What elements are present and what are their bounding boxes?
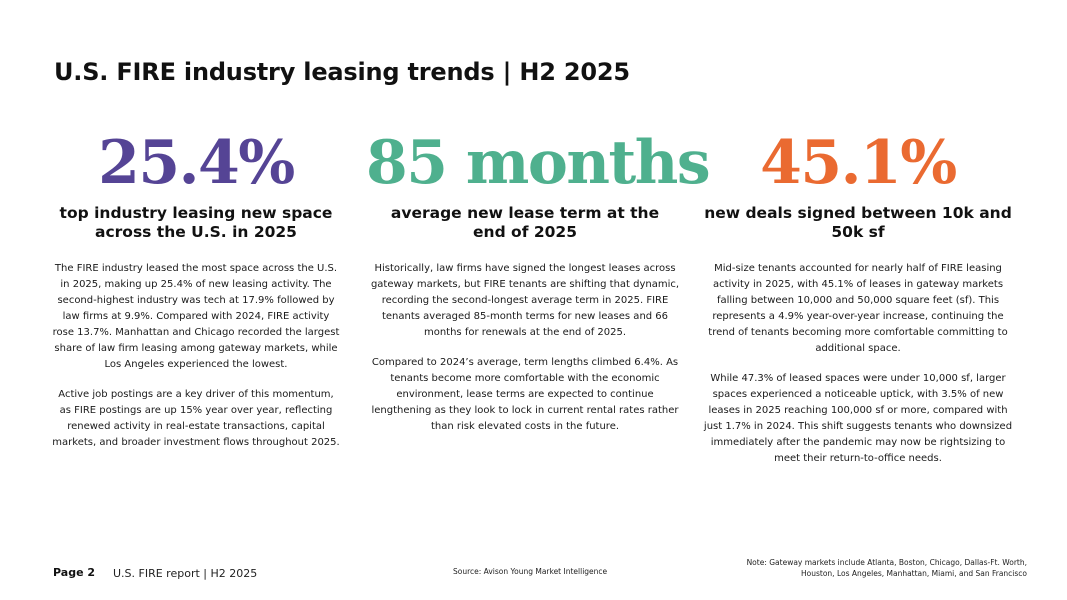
stat-subhead: new deals signed between 10k and 50k sf — [704, 204, 1012, 241]
source-note: Source: Avison Young Market Intelligence — [453, 567, 608, 576]
stat-column-leasing-share: 25.4% top industry leasing new space acr… — [50, 125, 342, 451]
body-paragraph: The FIRE industry leased the most space … — [52, 263, 340, 370]
body-paragraph: Compared to 2024’s average, term lengths… — [371, 357, 679, 432]
page-title: U.S. FIRE industry leasing trends | H2 2… — [54, 58, 630, 86]
stat-value: 45.1% — [760, 128, 957, 198]
stat-column-deal-size: 45.1% new deals signed between 10k and 5… — [698, 125, 1018, 467]
stat-value: 25.4% — [98, 128, 295, 198]
stat-subhead: average new lease term at the end of 202… — [390, 204, 660, 241]
page-number: Page 2 — [53, 566, 96, 579]
body-paragraph: Historically, law firms have signed the … — [370, 263, 680, 338]
stat-value: 85 months — [366, 128, 711, 198]
body-paragraph: Mid-size tenants accounted for nearly ha… — [708, 263, 1008, 354]
report-name: U.S. FIRE report | H2 2025 — [113, 567, 258, 580]
footnote: Note: Gateway markets include Atlanta, B… — [746, 558, 1027, 578]
stat-subhead: top industry leasing new space across th… — [59, 204, 333, 241]
body-paragraph: While 47.3% of leased spaces were under … — [703, 373, 1013, 464]
body-paragraph: Active job postings are a key driver of … — [52, 389, 340, 448]
stat-column-lease-term: 85 months average new lease term at the … — [366, 125, 711, 435]
